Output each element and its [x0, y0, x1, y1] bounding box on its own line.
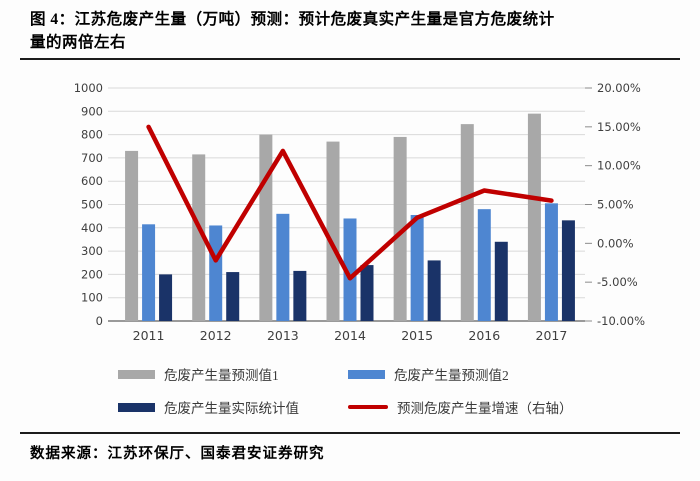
- bar-危废产生量实际统计值-2013: [293, 270, 307, 321]
- left-axis-tick-label: 300: [81, 244, 103, 258]
- chart-area: 0 100 200 300 400 500 600 700 800 900 1000 -10.00% -…: [40, 76, 670, 346]
- bar-危废产生量实际统计值-2011: [159, 274, 173, 321]
- chart-legend: 危废产生量预测值1 危废产生量预测值2 危废产生量实际统计值 预测危废产生量增速（右轴…: [118, 364, 608, 417]
- left-axis-tick-label: 1000: [74, 81, 103, 95]
- title-divider: [20, 58, 680, 60]
- bar-危废产生量预测值2-2013: [276, 213, 290, 321]
- footer-divider: [20, 432, 680, 434]
- left-axis-tick-label: 100: [81, 291, 103, 305]
- legend-label: 危废产生量实际统计值: [164, 401, 299, 416]
- bar-危废产生量实际统计值-2012: [226, 272, 240, 321]
- combo-chart: 0 100 200 300 400 500 600 700 800 900 1000 -10.00% -…: [74, 81, 645, 343]
- left-axis-tick-label: 200: [81, 267, 103, 281]
- legend-label: 危废产生量预测值1: [164, 368, 279, 383]
- x-axis-label: 2011: [133, 328, 165, 343]
- x-axis-label: 2017: [536, 328, 568, 343]
- bar-危废产生量实际统计值-2014: [360, 265, 374, 321]
- figure-title: 图 4：江苏危废产生量（万吨）预测：预计危废真实产生量是官方危废统计 量的两倍左…: [30, 8, 678, 54]
- legend-bar-swatch: [348, 369, 385, 379]
- bar-危废产生量预测值1-2011: [125, 150, 139, 321]
- bar-危废产生量预测值2-2016: [477, 209, 491, 321]
- legend-bar-swatch: [118, 402, 155, 412]
- left-axis-tick-label: 0: [96, 314, 103, 328]
- left-axis-tick-label: 400: [81, 221, 103, 235]
- bar-危废产生量预测值1-2014: [326, 141, 340, 321]
- left-axis-tick-label: 800: [81, 128, 103, 142]
- legend-line-swatch: [348, 405, 388, 409]
- data-source: 数据来源：江苏环保厅、国泰君安证券研究: [30, 446, 325, 462]
- left-axis-tick-label: 700: [81, 151, 103, 165]
- bar-危废产生量预测值1-2015: [393, 136, 407, 321]
- bar-危废产生量预测值2-2017: [544, 203, 558, 321]
- legend-label: 危废产生量预测值2: [394, 368, 509, 383]
- legend-item: 危废产生量预测值1: [118, 364, 348, 384]
- right-axis-tick-label: 0.00%: [597, 236, 634, 250]
- bar-危废产生量预测值1-2016: [460, 124, 474, 321]
- growth-rate-line: [146, 124, 554, 281]
- figure-title-line1: 图 4：江苏危废产生量（万吨）预测：预计危废真实产生量是官方危废统计: [30, 11, 555, 28]
- left-axis-tick-label: 500: [81, 198, 103, 212]
- bar-危废产生量预测值2-2015: [410, 214, 424, 321]
- left-axis-tick-label: 600: [81, 174, 103, 188]
- x-axis-label: 2013: [267, 328, 299, 343]
- bar-危废产生量预测值1-2013: [259, 134, 273, 321]
- right-axis-tick-label: -10.00%: [597, 314, 645, 328]
- x-axis-label: 2016: [468, 328, 500, 343]
- right-axis-tick-label: 5.00%: [597, 198, 634, 212]
- legend-item: 危废产生量实际统计值: [118, 397, 348, 417]
- right-axis-tick-label: -5.00%: [597, 275, 638, 289]
- right-axis-tick-label: 10.00%: [597, 159, 641, 173]
- left-axis-tick-label: 900: [81, 104, 103, 118]
- bar-危废产生量实际统计值-2015: [427, 260, 441, 321]
- bar-危废产生量预测值2-2014: [343, 218, 357, 321]
- right-axis-tick-label: 20.00%: [597, 81, 641, 95]
- right-axis-tick-label: 15.00%: [597, 120, 641, 134]
- bar-危废产生量实际统计值-2016: [494, 241, 508, 321]
- x-axis-label: 2015: [401, 328, 433, 343]
- x-axis-label: 2012: [200, 328, 232, 343]
- x-axis-label: 2014: [334, 328, 366, 343]
- figure-title-line2: 量的两倍左右: [30, 34, 127, 51]
- bar-危废产生量实际统计值-2017: [561, 220, 575, 321]
- bar-危废产生量预测值2-2011: [142, 224, 156, 321]
- legend-item: 危废产生量预测值2: [348, 364, 608, 384]
- legend-item: 预测危废产生量增速（右轴）: [348, 397, 608, 417]
- bar-危废产生量预测值1-2017: [527, 113, 541, 321]
- legend-label: 预测危废产生量增速（右轴）: [397, 401, 573, 416]
- bar-危废产生量预测值2-2012: [209, 225, 223, 321]
- bar-危废产生量预测值1-2012: [192, 154, 206, 321]
- legend-bar-swatch: [118, 369, 155, 379]
